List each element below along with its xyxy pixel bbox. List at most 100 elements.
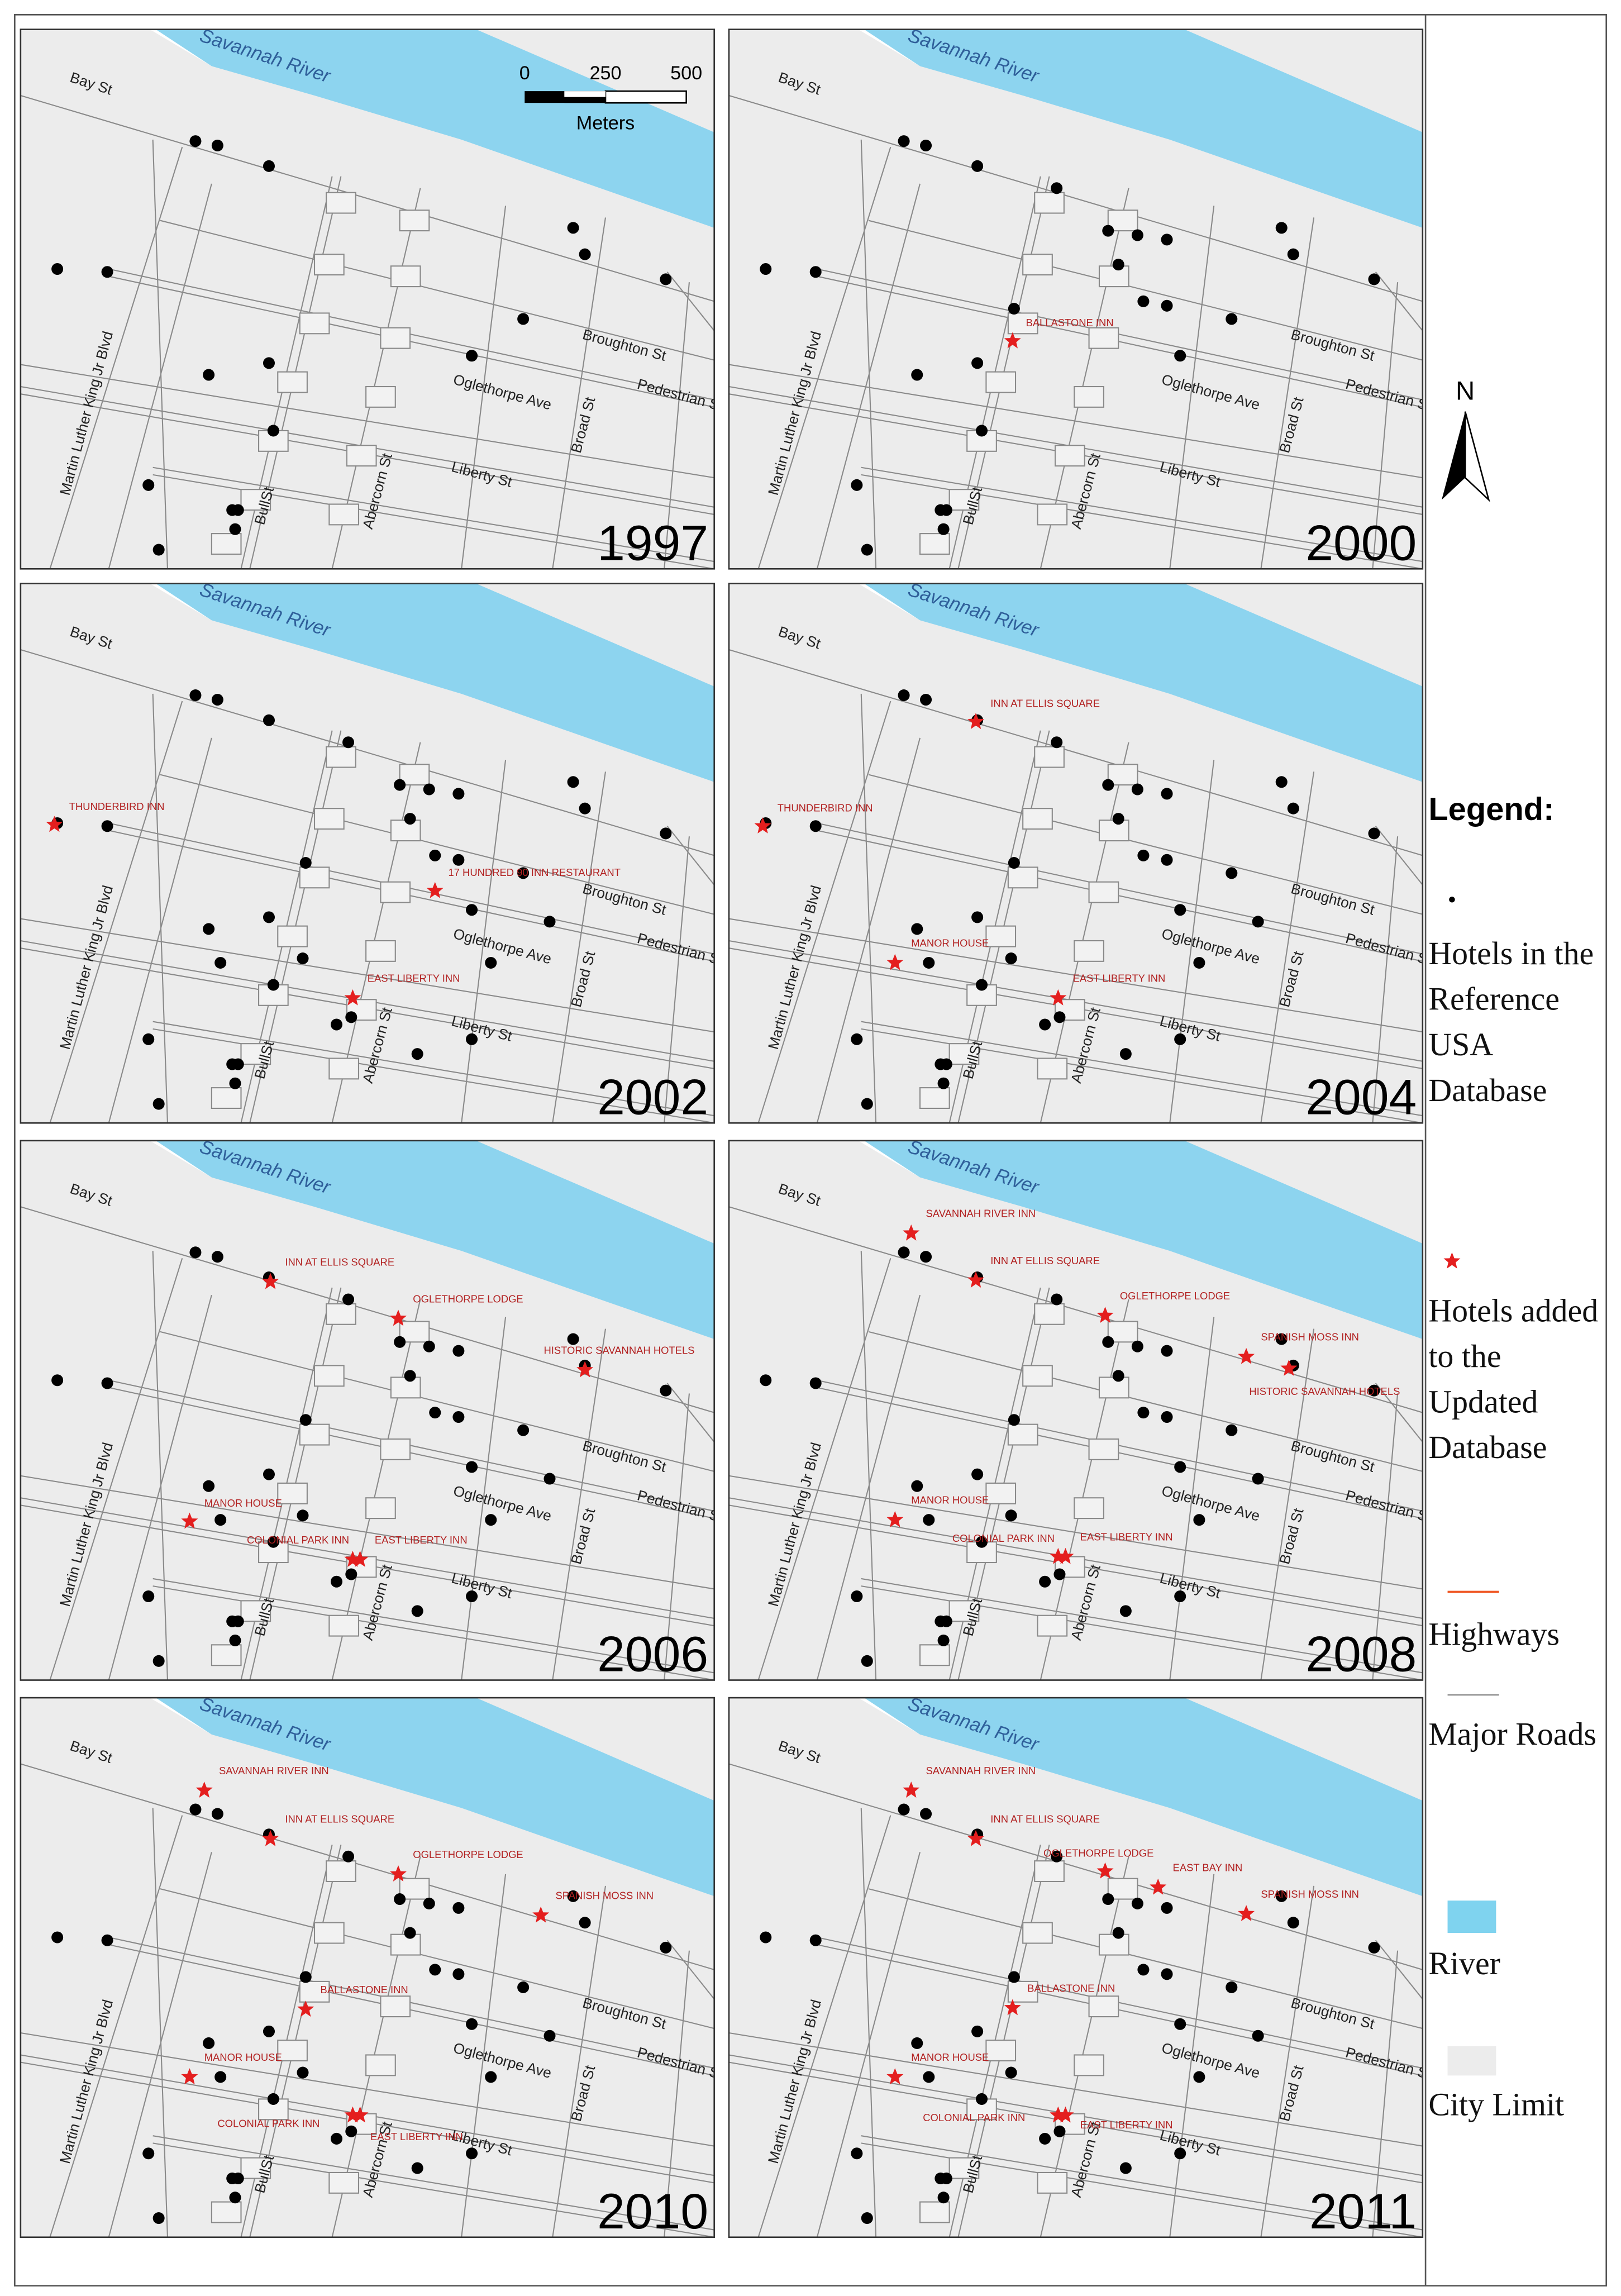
reference-hotel [466,1461,478,1473]
reference-hotel [404,813,416,825]
major-road [860,1251,877,1680]
reference-hotel [660,1941,672,1954]
hotel-label: COLONIAL PARK INN [247,1534,349,1546]
reference-hotel [466,904,478,916]
reference-hotel [911,2037,923,2049]
major-road [461,1317,507,1680]
major-road [817,268,1423,401]
reference-hotel [1102,1336,1114,1348]
hotel-label: MANOR HOUSE [911,2051,989,2063]
major-road [108,1294,212,1680]
city-square [399,1878,430,1900]
city-square [328,1058,360,1080]
major-road [728,918,1423,1033]
reference-hotel [345,1568,357,1580]
reference-hotel [1119,1048,1132,1060]
reference-hotel [466,1033,478,1045]
reference-hotel [1051,1293,1063,1306]
major-road [1169,1874,1215,2237]
city-square [240,489,271,511]
reference-hotel [940,504,952,516]
reference-hotel [142,479,155,491]
reference-hotel [937,1077,950,1089]
reference-hotel [1039,2132,1051,2145]
city-square [1074,1497,1104,1519]
city-square [1007,1980,1038,2003]
major-road [49,1815,183,2237]
reference-hotel [203,369,215,381]
reference-hotel [660,827,672,840]
reference-hotel [1119,1605,1132,1617]
reference-hotel [809,1377,822,1389]
reference-hotel [660,1384,672,1397]
city-square [211,2201,242,2223]
reference-hotel [579,802,591,814]
reference-hotel [101,1934,113,1946]
reference-hotel [1137,1964,1150,1976]
reference-hotel [971,160,984,172]
reference-hotel [267,2093,279,2105]
legend-item: Hotels in the Reference USA Database [1428,935,1594,1108]
reference-hotel [101,820,113,832]
city-square [1007,312,1038,335]
reference-hotel [1005,2066,1017,2079]
city-square [985,2040,1017,2062]
reference-hotel [1102,225,1114,237]
reference-hotel [1226,1981,1238,1993]
major-road [1169,206,1215,569]
major-road [1372,1393,1399,1680]
major-road [817,1379,1423,1512]
city-square [365,2054,396,2076]
major-road [152,139,168,569]
major-road [666,1940,714,2000]
reference-hotel [452,1345,465,1357]
reference-hotel [342,736,355,749]
city-square [1098,820,1129,842]
city-square [240,2157,271,2179]
major-road [1260,771,1315,1123]
reference-hotel [229,523,241,535]
reference-hotel [1193,956,1205,969]
legend-text: Hotels added to the Updated Database [1428,1292,1599,1466]
hotel-label: EAST LIBERTY INN [1073,973,1166,984]
reference-hotel [485,2071,497,2083]
reference-hotel [267,1536,279,1548]
city-square [240,1600,271,1622]
reference-hotel [1252,2030,1264,2042]
reference-hotel [809,1934,822,1946]
hotel-label: HISTORIC SAVANNAH HOTELS [1249,1385,1400,1397]
reference-hotel [452,1902,465,1914]
city-square [1034,1860,1065,1883]
city-square [399,764,430,786]
reference-hotel [1193,1514,1205,1526]
reference-hotel [809,820,822,832]
reference-hotel [517,1981,530,1993]
city-square [1107,1878,1138,1900]
city-square [1007,1423,1038,1446]
legend-item: City Limit [1428,2086,1564,2123]
major-road [108,1944,714,2076]
reference-hotel [1287,1917,1299,1929]
scale-unit: Meters [576,113,635,134]
reference-hotel [940,2172,952,2185]
reference-hotel [1053,2125,1066,2137]
major-road [860,139,877,569]
year-label: 2002 [597,1069,708,1125]
legend-text: Major Roads [1428,1715,1596,1752]
major-road [160,1888,714,2030]
reference-hotel [429,1407,441,1419]
city-square [313,808,345,830]
reference-hotel [937,2192,950,2204]
reference-hotel [861,2212,873,2224]
reference-hotel [567,1890,579,1902]
reference-hotel [809,266,822,278]
reference-hotel [1102,779,1114,791]
reference-hotel [452,854,465,866]
reference-hotel [1275,776,1288,788]
reference-hotel [214,2071,227,2083]
major-road [152,1578,714,1674]
city-square [380,1438,411,1460]
